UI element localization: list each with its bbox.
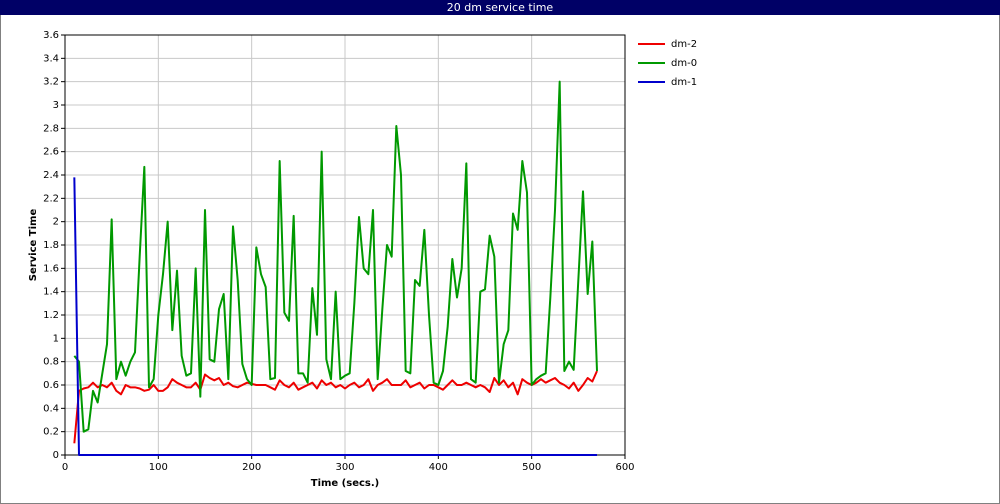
series-line xyxy=(73,370,598,444)
y-tick-label: 0.4 xyxy=(43,403,59,414)
series-line xyxy=(73,177,597,456)
y-tick-label: 2.2 xyxy=(43,193,59,204)
legend-label: dm-2 xyxy=(671,39,697,50)
series-line xyxy=(73,80,598,433)
y-tick-label: 3.2 xyxy=(43,77,59,88)
y-tick-label: 1.4 xyxy=(43,287,59,298)
x-axis-title: Time (secs.) xyxy=(311,478,380,489)
legend-label: dm-0 xyxy=(671,58,697,69)
x-tick-label: 400 xyxy=(429,462,448,473)
x-tick-label: 500 xyxy=(522,462,541,473)
y-tick-label: 3.6 xyxy=(43,30,59,41)
legend-label: dm-1 xyxy=(671,77,697,88)
y-tick-label: 1.6 xyxy=(43,263,59,274)
y-tick-label: 2.8 xyxy=(43,123,59,134)
y-tick-label: 0 xyxy=(53,450,59,461)
y-axis-title: Service Time xyxy=(28,209,39,282)
y-tick-label: 0.2 xyxy=(43,427,59,438)
y-tick-label: 0.6 xyxy=(43,380,59,391)
y-tick-label: 1.2 xyxy=(43,310,59,321)
chart-title: 20 dm service time xyxy=(447,1,554,14)
y-tick-label: 1 xyxy=(53,333,59,344)
y-tick-label: 1.8 xyxy=(43,240,59,251)
y-tick-label: 3 xyxy=(53,100,59,111)
y-tick-label: 2 xyxy=(53,217,59,228)
y-tick-label: 2.6 xyxy=(43,147,59,158)
x-tick-label: 600 xyxy=(615,462,634,473)
y-tick-label: 2.4 xyxy=(43,170,59,181)
x-tick-label: 200 xyxy=(242,462,261,473)
x-tick-label: 300 xyxy=(335,462,354,473)
y-tick-label: 0.8 xyxy=(43,357,59,368)
title-bar xyxy=(0,0,1000,15)
x-tick-label: 100 xyxy=(149,462,168,473)
y-tick-label: 3.4 xyxy=(43,53,59,64)
x-tick-label: 0 xyxy=(62,462,68,473)
